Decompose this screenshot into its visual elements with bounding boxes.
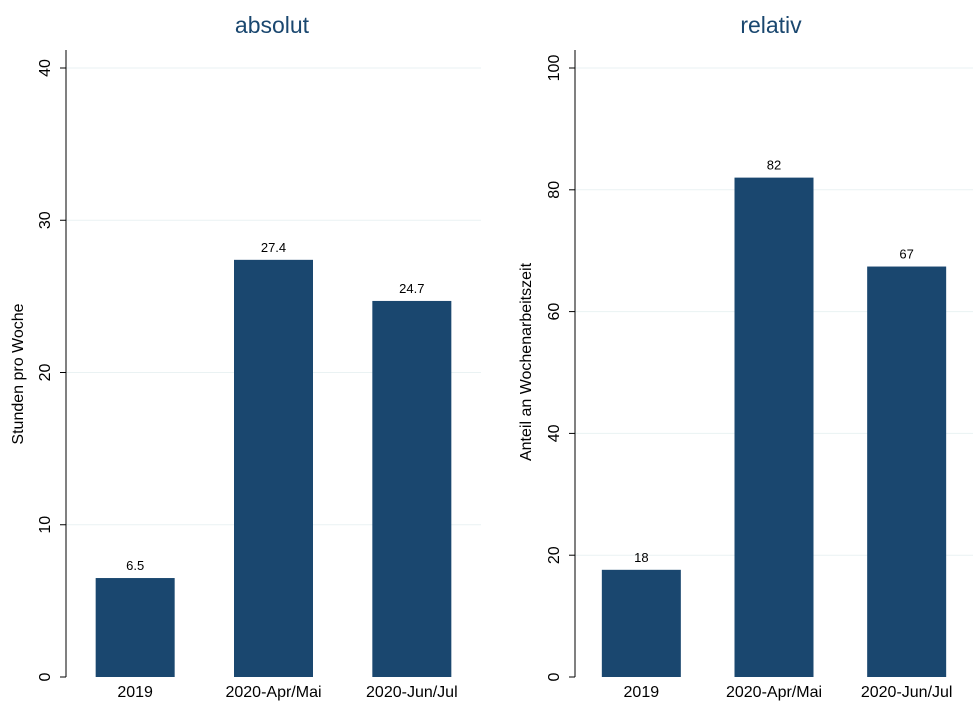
y-tick-label-absolut-20: 20 (37, 364, 54, 382)
x-category-label-absolut-3: 2020-Jun/Jul (366, 684, 458, 701)
x-category-label-absolut-2: 2020-Apr/Mai (225, 684, 321, 701)
y-tick-label-relativ-60: 60 (546, 303, 563, 321)
bar-absolut-2 (234, 260, 313, 677)
x-category-label-relativ-2: 2020-Apr/Mai (726, 684, 822, 701)
x-category-label-relativ-3: 2020-Jun/Jul (861, 684, 953, 701)
bar-absolut-1 (96, 578, 175, 677)
y-axis-label-absolut: Stunden pro Woche (10, 303, 27, 444)
panel-absolut: absolut Stunden pro Woche 0 10 20 30 40 6.5 20… (10, 12, 481, 701)
value-label-relativ-2: 82 (767, 158, 781, 173)
bar-relativ-2 (735, 178, 814, 677)
panel-title-relativ: relativ (740, 12, 802, 38)
x-category-label-relativ-1: 2019 (624, 684, 660, 701)
bar-relativ-1 (602, 570, 681, 677)
value-label-absolut-3: 24.7 (399, 281, 424, 296)
y-tick-label-relativ-40: 40 (546, 424, 563, 442)
y-tick-label-absolut-10: 10 (37, 516, 54, 534)
x-category-label-absolut-1: 2019 (117, 684, 153, 701)
y-tick-label-relativ-100: 100 (546, 55, 563, 82)
value-label-relativ-3: 67 (899, 247, 913, 262)
panel-relativ: relativ Anteil an Wochenarbeitszeit 0 20 4… (518, 12, 973, 701)
value-label-absolut-2: 27.4 (261, 240, 286, 255)
y-tick-label-relativ-80: 80 (546, 181, 563, 199)
y-axis-label-relativ: Anteil an Wochenarbeitszeit (518, 262, 535, 461)
y-tick-label-absolut-40: 40 (37, 59, 54, 77)
y-tick-label-relativ-0: 0 (546, 672, 563, 681)
y-tick-label-absolut-0: 0 (37, 672, 54, 681)
bar-relativ-3 (867, 267, 946, 677)
panel-title-absolut: absolut (235, 12, 310, 38)
value-label-absolut-1: 6.5 (126, 558, 144, 573)
y-tick-label-relativ-20: 20 (546, 546, 563, 564)
value-label-relativ-1: 18 (634, 550, 648, 565)
bar-absolut-3 (372, 301, 451, 677)
y-tick-label-absolut-30: 30 (37, 211, 54, 229)
